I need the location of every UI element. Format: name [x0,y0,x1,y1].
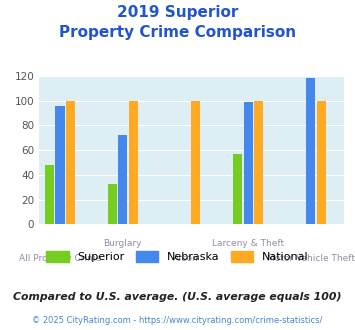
Bar [118,135,127,224]
Bar [66,101,75,224]
Bar [129,101,138,224]
Legend: Superior, Nebraska, National: Superior, Nebraska, National [42,247,313,267]
Text: Burglary: Burglary [103,239,142,248]
Bar [108,183,117,224]
Bar [254,101,263,224]
Text: Motor Vehicle Theft: Motor Vehicle Theft [267,254,355,263]
Bar [306,79,316,224]
Text: 2019 Superior: 2019 Superior [117,5,238,20]
Bar [233,154,242,224]
Text: © 2025 CityRating.com - https://www.cityrating.com/crime-statistics/: © 2025 CityRating.com - https://www.city… [32,316,323,325]
Bar [191,101,201,224]
Text: Larceny & Theft: Larceny & Theft [212,239,284,248]
Bar [317,101,326,224]
Bar [244,102,253,224]
Text: Compared to U.S. average. (U.S. average equals 100): Compared to U.S. average. (U.S. average … [13,292,342,302]
Text: All Property Crime: All Property Crime [19,254,101,263]
Text: Property Crime Comparison: Property Crime Comparison [59,25,296,40]
Bar [55,106,65,224]
Text: Arson: Arson [173,254,198,263]
Bar [45,165,54,224]
